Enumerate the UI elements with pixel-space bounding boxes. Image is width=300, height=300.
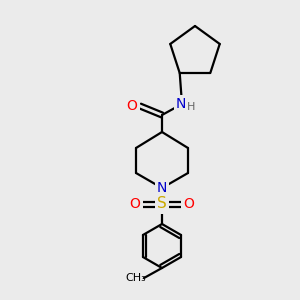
Text: CH₃: CH₃ <box>126 273 146 283</box>
Text: S: S <box>157 196 167 211</box>
Text: O: O <box>130 197 140 211</box>
Text: O: O <box>184 197 194 211</box>
Text: N: N <box>176 97 186 111</box>
Text: O: O <box>127 99 137 113</box>
Text: H: H <box>187 102 195 112</box>
Text: N: N <box>157 181 167 195</box>
